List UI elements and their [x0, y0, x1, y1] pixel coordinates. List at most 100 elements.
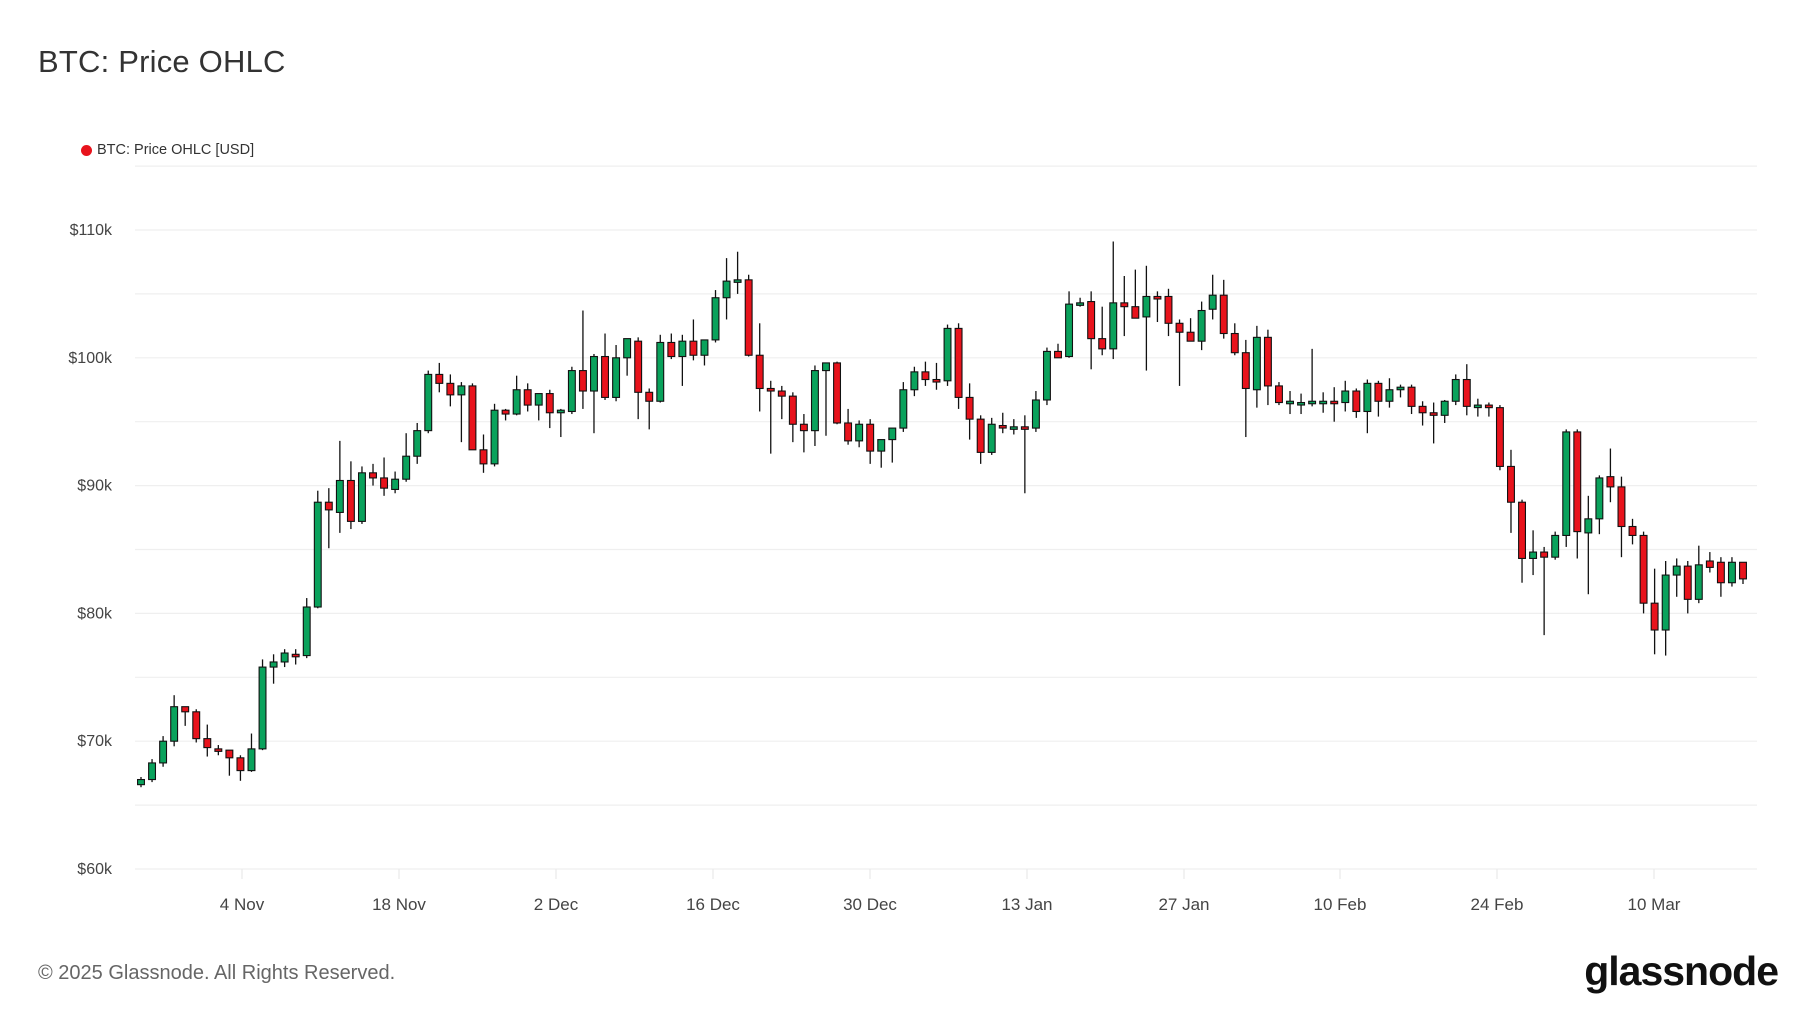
candle	[1473, 404, 1482, 409]
candle	[932, 378, 941, 383]
candle	[1319, 400, 1328, 405]
candle	[733, 279, 742, 283]
candle	[667, 341, 676, 358]
candle	[170, 706, 179, 742]
glassnode-logo[interactable]: glassnode	[1584, 948, 1779, 994]
legend-item[interactable]: BTC: Price OHLC [USD]	[81, 142, 254, 158]
candle	[1208, 294, 1217, 310]
x-tick-label: 30 Dec	[843, 895, 897, 914]
candle	[1451, 378, 1460, 402]
candle	[1440, 400, 1449, 416]
candle	[1573, 431, 1582, 533]
candle	[291, 653, 300, 658]
candle	[1308, 400, 1317, 405]
candle	[1650, 602, 1659, 631]
candle	[722, 280, 731, 299]
x-tick-label: 16 Dec	[686, 895, 740, 914]
candle	[998, 424, 1007, 429]
candle	[755, 354, 764, 390]
candle	[1120, 302, 1129, 308]
candle	[556, 409, 565, 414]
candle	[976, 418, 985, 453]
candle	[711, 297, 720, 341]
candle	[1661, 574, 1670, 631]
candle	[357, 472, 366, 522]
candle	[369, 472, 377, 479]
candle	[844, 422, 853, 442]
candle	[1705, 560, 1714, 568]
candle	[1009, 426, 1018, 430]
x-tick-label: 27 Jan	[1158, 895, 1209, 914]
candle	[1595, 477, 1604, 520]
candle	[258, 666, 267, 750]
candle	[490, 409, 499, 465]
candle	[634, 340, 643, 393]
candle	[1341, 390, 1350, 404]
candle	[1739, 561, 1747, 580]
candle	[1252, 336, 1261, 391]
candle	[601, 355, 610, 398]
candle	[877, 439, 886, 452]
candle	[1020, 426, 1029, 430]
candle	[1716, 561, 1725, 584]
candle	[777, 390, 786, 397]
candle	[567, 370, 576, 413]
candle	[1164, 295, 1173, 324]
candle	[313, 501, 322, 608]
candle	[623, 338, 632, 359]
candle	[656, 341, 665, 402]
candle	[744, 279, 753, 356]
candle	[324, 501, 333, 511]
y-tick-label: $80k	[77, 605, 113, 622]
candle	[612, 357, 621, 398]
candle	[910, 371, 919, 391]
candle	[590, 355, 598, 392]
x-tick-label: 13 Jan	[1001, 895, 1052, 914]
candle	[921, 371, 930, 381]
candle	[1562, 431, 1571, 536]
candle	[280, 652, 289, 663]
candle	[943, 327, 952, 382]
candle	[1495, 407, 1504, 467]
legend-color-dot-icon	[81, 144, 92, 156]
candle	[380, 477, 389, 489]
candle	[1109, 302, 1118, 350]
candle	[1230, 332, 1239, 354]
y-tick-label: $90k	[77, 478, 113, 495]
candle	[1098, 338, 1107, 350]
candle	[1297, 401, 1306, 406]
candle	[1219, 294, 1228, 335]
candle	[523, 389, 532, 406]
candle	[1186, 331, 1195, 342]
candle	[1694, 564, 1703, 600]
candle	[501, 409, 510, 415]
x-tick-label: 18 Nov	[372, 895, 426, 914]
candle	[391, 478, 400, 490]
candle	[302, 606, 311, 657]
x-tick-label: 4 Nov	[220, 895, 265, 914]
candle	[1352, 390, 1361, 413]
candle	[1374, 382, 1383, 402]
candle	[1727, 561, 1736, 584]
candle	[214, 748, 223, 752]
y-tick-label: $60k	[77, 861, 113, 878]
candle	[203, 738, 212, 749]
candle	[402, 455, 411, 480]
candle	[468, 385, 477, 451]
candle	[1175, 322, 1184, 333]
candle	[578, 370, 587, 392]
candle	[1617, 486, 1626, 528]
grid-lines	[135, 165, 1757, 870]
candle-series	[137, 241, 1747, 788]
candle	[446, 382, 455, 396]
candle	[1054, 350, 1062, 359]
y-tick-label: $70k	[77, 733, 113, 750]
candle	[1529, 551, 1538, 559]
candle	[689, 340, 698, 356]
candle	[766, 387, 775, 392]
chart-title: BTC: Price OHLC	[38, 44, 286, 79]
candle	[1584, 518, 1593, 534]
candle	[1639, 534, 1648, 604]
candle	[700, 339, 709, 356]
